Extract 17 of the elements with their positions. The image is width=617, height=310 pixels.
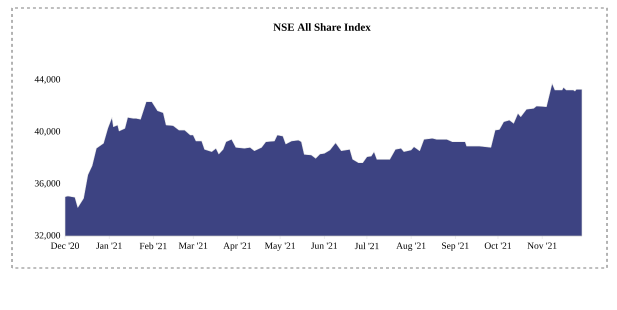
x-tick-label: Apr '21 <box>223 242 251 251</box>
x-tick-label: Aug '21 <box>396 242 426 251</box>
chart-title: NSE All Share Index <box>273 23 371 31</box>
y-tick-label: 32,000 <box>34 232 60 240</box>
y-tick-label: 40,000 <box>34 128 60 136</box>
x-tick-label: Nov '21 <box>527 242 556 249</box>
x-tick-label: May '21 <box>264 242 295 251</box>
x-tick-label: Oct '21 <box>484 242 512 249</box>
y-tick-label: 36,000 <box>34 180 60 188</box>
x-tick-label: Jun '21 <box>311 242 337 249</box>
y-tick-label: 44,000 <box>34 76 60 84</box>
x-tick-label: Jul '21 <box>354 242 379 250</box>
x-tick-label: Dec '20 <box>50 242 80 249</box>
x-tick-label: Feb '21 <box>140 242 167 250</box>
x-tick-label: Jan '21 <box>96 242 122 249</box>
x-tick-label: Sep '21 <box>442 242 469 251</box>
x-tick-label: Mar '21 <box>178 242 208 249</box>
